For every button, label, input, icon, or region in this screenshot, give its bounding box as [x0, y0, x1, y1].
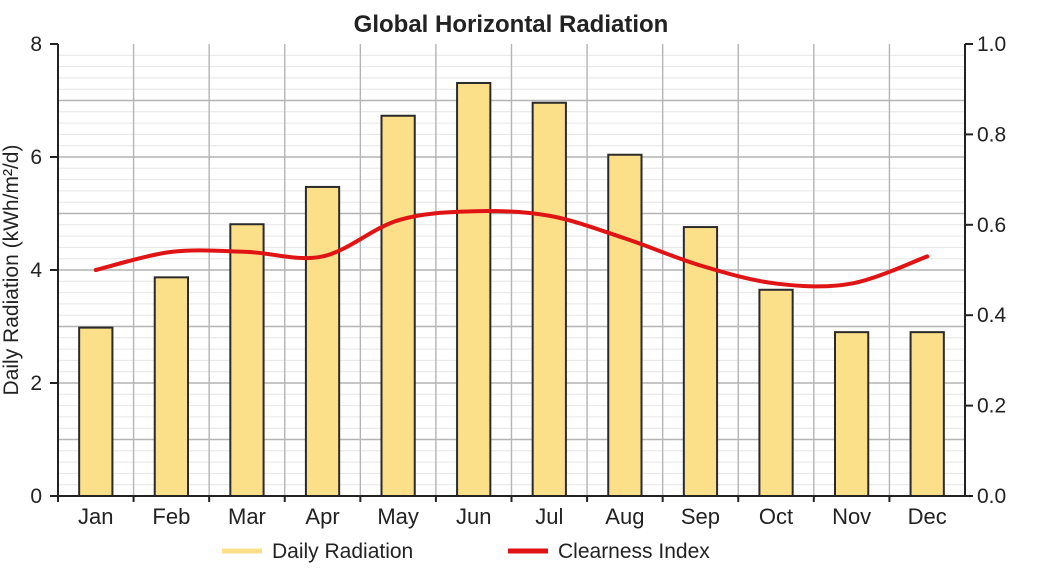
axes: 0 2 4 6 8 0.0 0.2 0.4 0.6 0.8 1.0 Jan Feb Mar Apr May Ju… — [30, 33, 1006, 529]
right-tick-label: 0.8 — [977, 123, 1006, 146]
bar-sep — [682, 226, 719, 497]
x-tick-label-may: May — [377, 504, 419, 529]
x-tick-label-nov: Nov — [832, 504, 871, 529]
chart-title: Global Horizontal Radiation — [354, 11, 669, 38]
bar-aug — [607, 153, 643, 498]
line-series — [93, 208, 930, 289]
bar-may — [380, 114, 416, 497]
x-tick-label-jun: Jun — [456, 504, 491, 529]
clearness-point-sep — [698, 263, 702, 267]
x-tick-label-jan: Jan — [78, 504, 113, 529]
x-tick-label-sep: Sep — [681, 504, 720, 529]
x-tick-label-aug: Aug — [605, 504, 644, 529]
left-tick-label: 8 — [30, 33, 42, 56]
right-tick-label: 0.0 — [977, 485, 1006, 508]
clearness-point-mar — [245, 250, 249, 254]
clearness-point-jan — [94, 268, 98, 272]
right-tick-label: 1.0 — [977, 33, 1006, 56]
x-tick-label-dec: Dec — [908, 504, 947, 529]
clearness-point-aug — [623, 236, 627, 240]
x-tick-label-feb: Feb — [152, 504, 190, 529]
grid-lines — [58, 44, 965, 496]
x-tick-label-mar: Mar — [228, 504, 266, 529]
x-tick-label-oct: Oct — [759, 504, 793, 529]
left-tick-label: 6 — [30, 146, 42, 169]
right-tick-label: 0.6 — [977, 214, 1006, 237]
left-tick-label: 4 — [30, 259, 42, 282]
clearness-point-jul — [547, 214, 551, 218]
clearness-point-dec — [925, 254, 929, 258]
right-tick-label: 0.4 — [977, 304, 1007, 327]
clearness-point-feb — [169, 250, 173, 254]
bar-jun — [456, 81, 492, 498]
left-tick-label: 2 — [30, 372, 42, 395]
bar-dec — [909, 331, 945, 497]
clearness-point-jun — [472, 209, 476, 213]
bar-nov — [833, 331, 870, 497]
bar-mar — [229, 223, 265, 498]
clearness-point-oct — [774, 282, 778, 286]
y-axis-title: Daily Radiation (kWh/m²/d) — [0, 145, 23, 396]
right-tick-label: 0.2 — [977, 395, 1006, 418]
legend-label-daily-radiation: Daily Radiation — [272, 540, 413, 563]
bar-apr — [304, 185, 341, 497]
bar-jan — [78, 326, 114, 497]
legend: Daily Radiation Clearness Index — [222, 540, 710, 563]
bar-series — [78, 81, 945, 498]
clearness-index-line — [93, 208, 930, 289]
x-tick-label-apr: Apr — [305, 504, 339, 529]
bar-jul — [531, 101, 567, 497]
clearness-point-apr — [321, 254, 325, 258]
clearness-point-may — [396, 218, 400, 222]
bar-oct — [758, 288, 794, 497]
bar-feb — [153, 276, 190, 497]
clearness-point-nov — [850, 282, 854, 286]
legend-label-clearness-index: Clearness Index — [558, 540, 710, 563]
x-tick-label-jul: Jul — [535, 504, 563, 529]
left-tick-label: 0 — [30, 485, 42, 508]
